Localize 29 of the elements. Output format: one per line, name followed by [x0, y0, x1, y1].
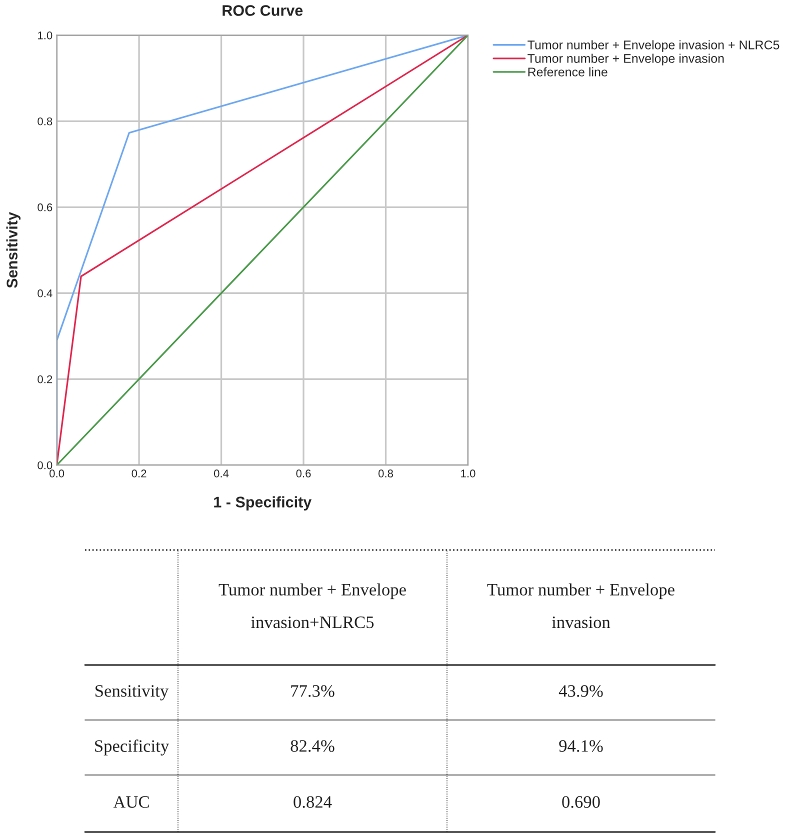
y-axis-title: Sensitivity [6, 212, 21, 288]
text: Specificity [95, 740, 170, 756]
text: 0.690 [562, 796, 600, 808]
x-tick-label: 0.0 [50, 470, 64, 478]
text: 43.9% [558, 685, 603, 697]
x-axis-title: 1 - Specificity [214, 496, 312, 511]
text: Tumor number + Envelope invasion+NLRC5 [218, 583, 406, 628]
x-tick-label: 0.2 [132, 470, 146, 478]
y-tick-label: 0.2 [38, 375, 52, 384]
y-tick-label: 0.4 [38, 289, 52, 298]
x-tick-label: 0.4 [214, 470, 229, 478]
y-tick-label: 0.8 [38, 117, 52, 126]
x-tick-label: 0.8 [378, 470, 393, 478]
legend-label: Reference line [528, 67, 608, 76]
y-tick-label: 0.0 [38, 461, 52, 470]
text: 94.1% [559, 740, 603, 752]
chart-title: ROC Curve [222, 5, 303, 16]
y-tick-label: 0.6 [38, 203, 52, 212]
text: 77.3% [291, 685, 334, 697]
text: Sensitivity [96, 685, 169, 700]
text: 82.4% [290, 740, 334, 752]
x-tick-label: 0.6 [296, 470, 311, 478]
text: AUC [113, 796, 149, 808]
x-tick-label: 1.0 [461, 470, 476, 478]
text: Tumor number + Envelope invasion [487, 583, 674, 628]
text: 0.824 [294, 796, 332, 808]
legend-label: Tumor number + Envelope invasion [528, 54, 724, 66]
y-tick-label: 1.0 [38, 31, 52, 40]
legend-label: Tumor number + Envelope invasion + NLRC5 [528, 40, 780, 52]
